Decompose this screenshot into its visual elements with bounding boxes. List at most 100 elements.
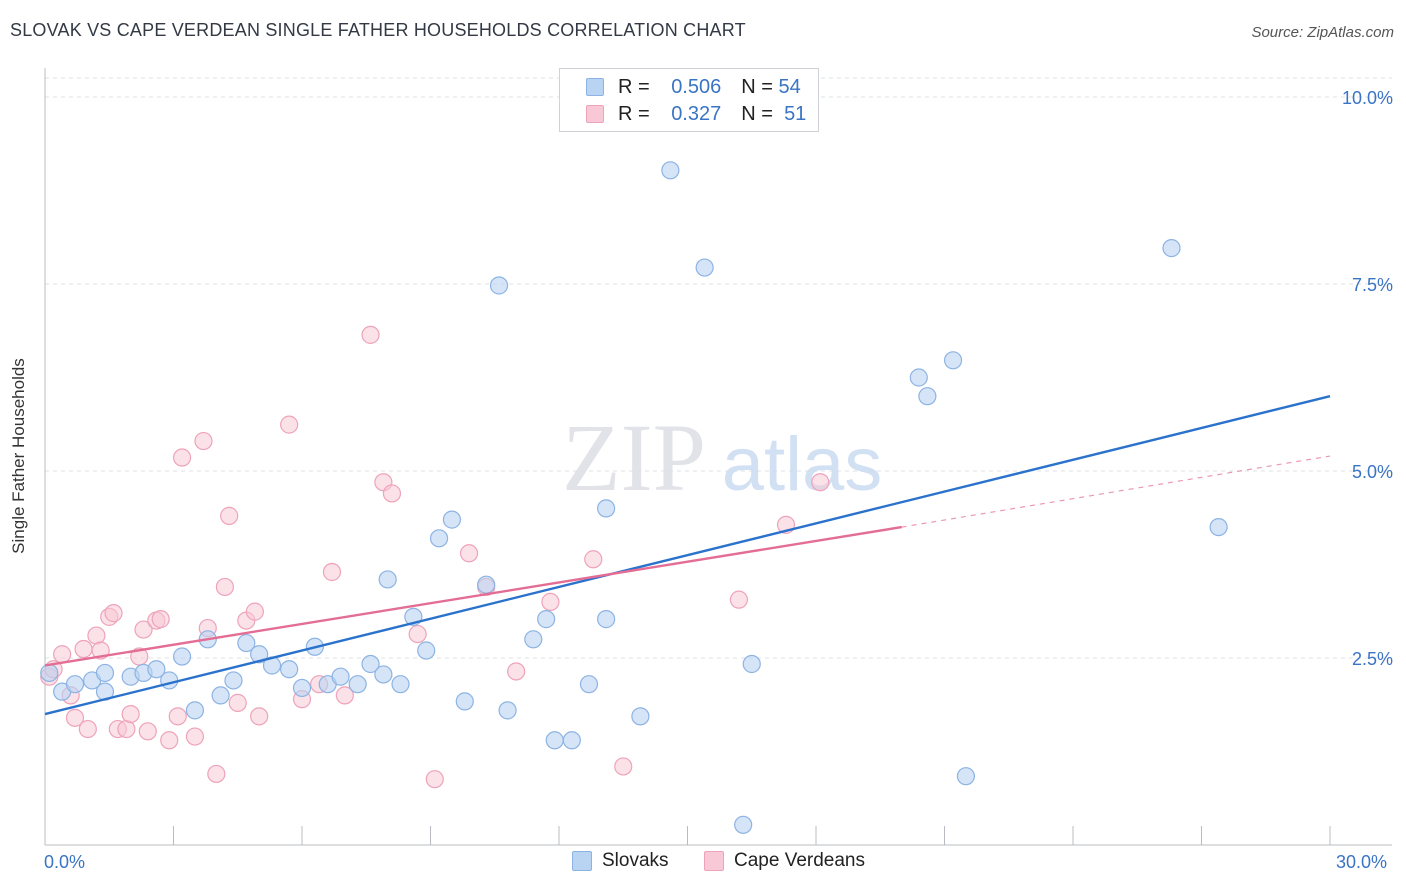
slovaks-point bbox=[918, 387, 937, 406]
cape-verdeans-point bbox=[134, 620, 153, 639]
cape-verdeans-point bbox=[215, 577, 234, 597]
slovaks-point bbox=[455, 692, 474, 711]
cape-verdeans-point bbox=[160, 731, 179, 750]
legend-r-label: R = bbox=[618, 75, 650, 98]
y-tick-labels: 2.5% 5.0% 7.5% 10.0% bbox=[1342, 88, 1393, 669]
slovaks-point bbox=[40, 663, 59, 683]
cape-verdeans-point bbox=[194, 431, 213, 451]
slovaks-point bbox=[429, 529, 449, 548]
slovaks-point bbox=[224, 671, 243, 690]
x-tick-max: 30.0% bbox=[1336, 852, 1388, 872]
slovaks-point bbox=[331, 667, 350, 686]
legend-row-cape-verdeans: R = 0.327 N = 51 bbox=[560, 101, 806, 127]
cape-verdeans-point bbox=[87, 626, 106, 645]
legend-n-label: N = bbox=[741, 102, 773, 125]
cape-verdeans-point bbox=[121, 704, 140, 724]
slovaks-point bbox=[545, 731, 564, 750]
slovaks-point bbox=[442, 510, 462, 529]
legend-label-slovaks: Slovaks bbox=[602, 850, 669, 871]
slovaks-point bbox=[65, 675, 85, 694]
gridlines bbox=[45, 77, 1392, 659]
slovaks-point bbox=[147, 660, 166, 679]
cape-verdeans-point bbox=[53, 645, 72, 664]
cape-verdeans-point bbox=[151, 610, 170, 629]
cape-verdeans-point bbox=[117, 719, 136, 739]
cape-verdeans-point bbox=[245, 602, 264, 621]
cape-verdeans-trend-extension bbox=[901, 455, 1331, 528]
slovaks-point bbox=[956, 767, 976, 786]
slovaks-point bbox=[909, 368, 928, 387]
cape-verdeans-point bbox=[185, 727, 205, 746]
slovaks-point bbox=[250, 645, 269, 664]
legend-r-value: 0.506 bbox=[671, 75, 722, 98]
legend-label-cape-verdeans: Cape Verdeans bbox=[734, 850, 865, 871]
cape-verdeans-point bbox=[250, 707, 269, 726]
slovaks-point bbox=[211, 686, 230, 705]
cape-verdeans-point bbox=[408, 624, 427, 644]
slovaks-swatch bbox=[572, 851, 592, 871]
cape-verdeans-point bbox=[584, 550, 603, 569]
slovaks-point bbox=[1162, 238, 1181, 258]
y-tick-label: 7.5% bbox=[1352, 275, 1393, 295]
watermark-zip: ZIP bbox=[562, 404, 706, 511]
cape-verdeans-point bbox=[541, 592, 560, 612]
slovaks-point bbox=[391, 675, 410, 694]
source-label: Source: ZipAtlas.com bbox=[1251, 24, 1394, 41]
slovaks-point bbox=[185, 701, 205, 720]
legend-row-slovaks: R = 0.506 N = 54 bbox=[560, 74, 801, 100]
legend-r-value: 0.327 bbox=[671, 102, 722, 125]
slovaks-point bbox=[943, 351, 963, 370]
slovaks-point bbox=[348, 675, 367, 694]
cape-verdeans-point bbox=[280, 415, 299, 434]
cape-verdeans-point bbox=[138, 722, 157, 741]
cape-verdeans-point bbox=[425, 770, 444, 789]
slovaks-point bbox=[489, 276, 509, 295]
legend-r-label: R = bbox=[618, 102, 650, 125]
slovaks-point bbox=[734, 815, 753, 834]
watermark: ZIP atlas bbox=[562, 404, 882, 511]
slovaks-point bbox=[361, 654, 380, 674]
slovaks-point bbox=[742, 654, 761, 674]
slovaks-point bbox=[1209, 517, 1228, 537]
cape-verdeans-point bbox=[614, 757, 633, 776]
y-tick-label: 2.5% bbox=[1352, 649, 1393, 669]
slovaks-point bbox=[695, 258, 714, 277]
legend-n-value: 54 bbox=[778, 75, 801, 98]
slovaks-point bbox=[661, 161, 680, 180]
cape-verdeans-point bbox=[220, 506, 239, 525]
cape-verdeans-point bbox=[104, 604, 123, 623]
cape-verdeans-point bbox=[228, 693, 247, 712]
slovaks-point bbox=[597, 610, 616, 629]
slovaks-point bbox=[280, 660, 299, 679]
slovaks-point bbox=[524, 630, 543, 649]
slovaks-point bbox=[292, 678, 312, 698]
slovaks-point bbox=[378, 570, 397, 589]
cape-verdeans-trend-line bbox=[44, 525, 902, 667]
cape-verdeans-swatch bbox=[586, 105, 604, 123]
slovaks-point bbox=[160, 671, 179, 690]
slovaks-points bbox=[40, 161, 1228, 834]
cape-verdeans-point bbox=[74, 639, 93, 659]
slovaks-point bbox=[172, 647, 192, 666]
legend-item-cape-verdeans: Cape Verdeans bbox=[704, 850, 865, 872]
cape-verdeans-point bbox=[361, 325, 380, 344]
slovaks-point bbox=[631, 707, 650, 726]
slovaks-point bbox=[597, 499, 616, 518]
trend-lines bbox=[44, 395, 1331, 716]
y-tick-label: 10.0% bbox=[1342, 88, 1393, 108]
slovaks-point bbox=[374, 665, 393, 684]
cape-verdeans-point bbox=[459, 544, 479, 563]
slovaks-swatch bbox=[586, 78, 604, 96]
slovaks-point bbox=[95, 663, 115, 683]
cape-verdeans-point bbox=[172, 448, 192, 467]
cape-verdeans-point bbox=[168, 707, 187, 726]
cape-verdeans-point bbox=[811, 473, 830, 492]
cape-verdeans-point bbox=[65, 708, 85, 727]
cape-verdeans-point bbox=[207, 764, 226, 784]
cape-verdeans-point bbox=[507, 662, 526, 681]
axes bbox=[44, 68, 1392, 846]
cape-verdeans-point bbox=[382, 484, 402, 503]
chart-title: SLOVAK VS CAPE VERDEAN SINGLE FATHER HOU… bbox=[10, 20, 746, 40]
slovaks-point bbox=[537, 610, 556, 629]
